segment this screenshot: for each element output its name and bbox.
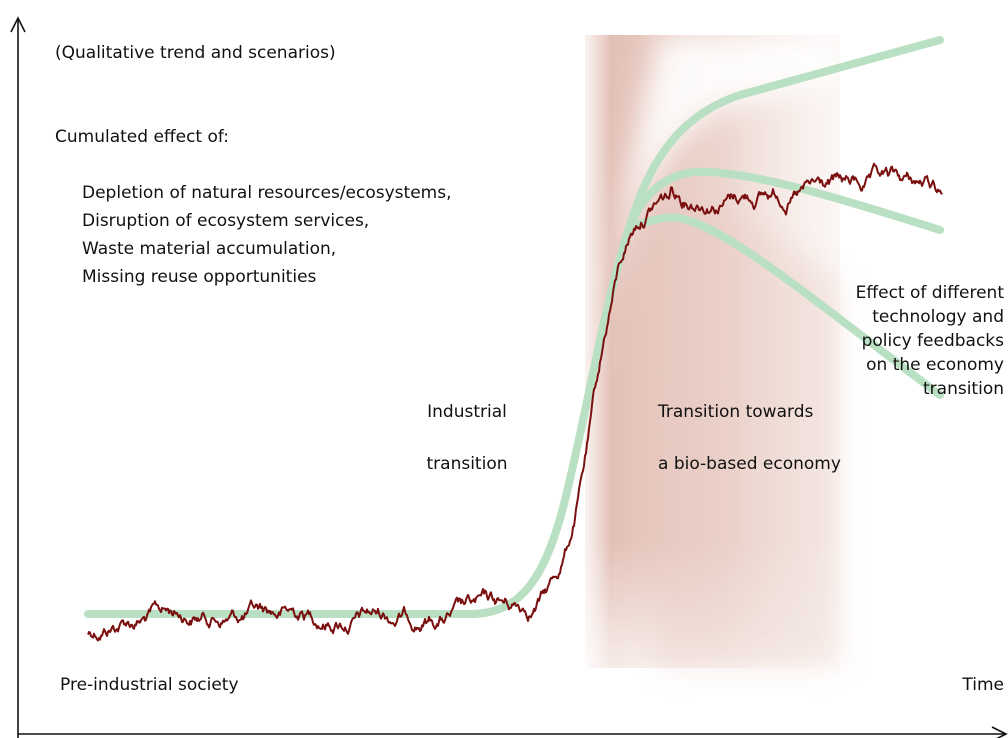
feedback-label: on the economy (866, 355, 1004, 375)
feedback-label: policy feedbacks (862, 331, 1005, 351)
feedback-label: Effect of different (856, 283, 1005, 303)
effect-item: Missing reuse opportunities (82, 267, 317, 287)
upper-scenario (626, 36, 944, 229)
bio-label: Transition towards (657, 402, 813, 422)
effect-item: Disruption of ecosystem services, (82, 211, 369, 231)
x-arrow (991, 726, 1008, 738)
band-shade (640, 209, 840, 668)
bio-label: a bio-based economy (658, 454, 841, 474)
start-label: Pre-industrial society (60, 675, 239, 695)
axes (10, 16, 1008, 738)
lower-scenario (626, 213, 944, 399)
band-glow (600, 35, 840, 400)
x-axis-label: Time (961, 675, 1004, 695)
feedback-label: technology and (872, 307, 1004, 327)
title: (Qualitative trend and scenarios) (55, 43, 336, 63)
effect-item: Depletion of natural resources/ecosystem… (82, 183, 451, 203)
industrial-label: transition (427, 454, 508, 474)
observed-trend (87, 162, 943, 642)
middle-scenario (626, 167, 944, 234)
effects-heading: Cumulated effect of: (55, 127, 229, 147)
feedback-label: transition (923, 379, 1004, 399)
effect-item: Waste material accumulation, (82, 239, 336, 259)
y-arrow (10, 16, 26, 33)
industrial-label: Industrial (427, 402, 507, 422)
